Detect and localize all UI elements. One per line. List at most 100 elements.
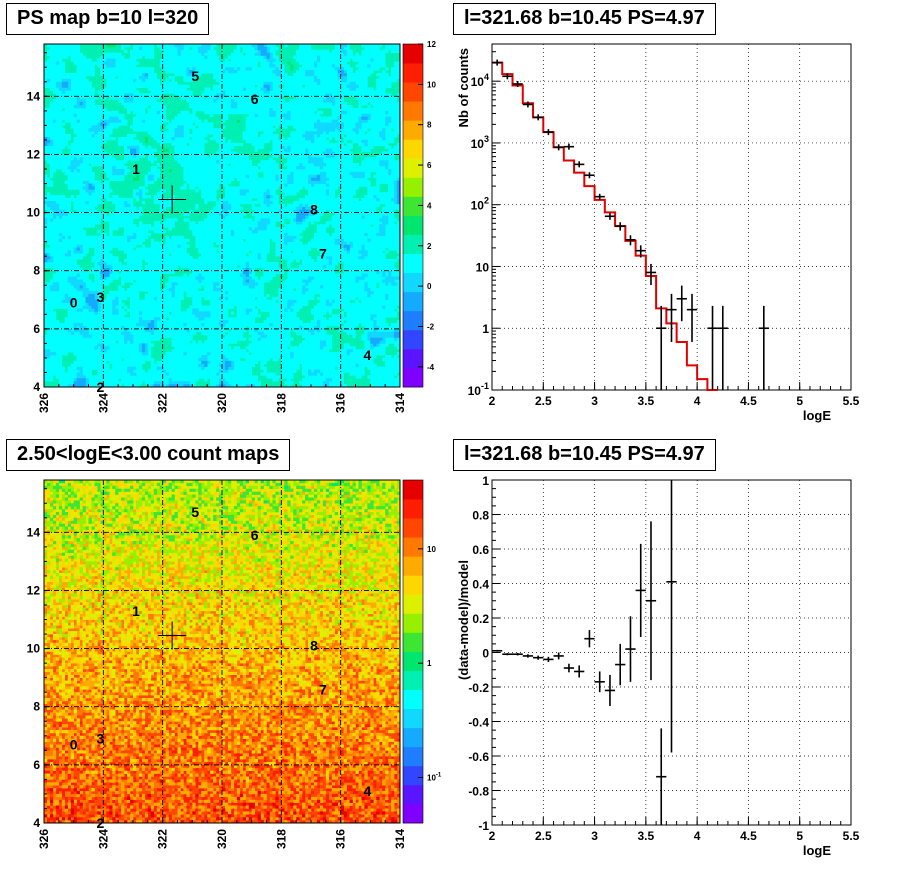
countmap-source-label: 3 bbox=[96, 731, 104, 747]
psmap-title: PS map b=10 l=320 bbox=[6, 3, 210, 35]
countmap-source-label: 0 bbox=[70, 737, 78, 753]
residual-y-tick-label: -0.4 bbox=[468, 716, 489, 730]
psmap-y-tick-label: 4 bbox=[33, 380, 40, 394]
spectrum-x-tick-label: 5.5 bbox=[843, 394, 860, 408]
countmap-x-tick-label: 324 bbox=[96, 829, 110, 849]
countmap-x-tick-label: 320 bbox=[215, 829, 229, 849]
spectrum-x-tick-label: 4 bbox=[694, 394, 701, 408]
spectrum-x-tick-label: 5 bbox=[796, 394, 803, 408]
psmap-x-tick-label: 316 bbox=[334, 393, 348, 413]
psmap-x-tick-label: 318 bbox=[274, 393, 288, 413]
residual-y-tick-label: -0.8 bbox=[468, 785, 489, 799]
residual-x-tick-label: 3 bbox=[591, 829, 598, 843]
psmap-colorbar-tick-label: -4 bbox=[427, 363, 435, 372]
residual-y-tick-label: 0.6 bbox=[472, 543, 489, 557]
residual-x-tick-label: 3.5 bbox=[638, 829, 655, 843]
residual-y-tick-label: 0.2 bbox=[472, 612, 489, 626]
spectrum-x-tick-label: 3 bbox=[591, 394, 598, 408]
countmap-title: 2.50<logE<3.00 count maps bbox=[6, 439, 291, 471]
psmap-colorbar-tick-label: -2 bbox=[427, 322, 435, 331]
countmap-x-tick-label: 318 bbox=[274, 829, 288, 849]
countmap-colorbar-tick-label: 10-1 bbox=[427, 773, 442, 783]
spectrum-y-tick-label: 104 bbox=[471, 72, 489, 89]
countmap-y-tick-label: 8 bbox=[33, 700, 40, 714]
countmap-source-label: 2 bbox=[96, 815, 104, 831]
countmap-source-label: 8 bbox=[310, 638, 318, 654]
psmap-source-label: 5 bbox=[191, 68, 199, 84]
countmap-x-tick-label: 326 bbox=[37, 829, 51, 849]
spectrum-x-tick-label: 2.5 bbox=[535, 394, 552, 408]
countmap-colorbar-tick-label: 1 bbox=[427, 659, 432, 668]
spectrum-x-tick-label: 2 bbox=[489, 394, 496, 408]
countmap-source-label: 1 bbox=[132, 603, 140, 619]
psmap-source-label: 0 bbox=[70, 295, 78, 311]
psmap-source-label: 6 bbox=[251, 91, 259, 107]
psmap-source-label: 3 bbox=[96, 289, 104, 305]
residual-y-tick-label: -1 bbox=[478, 819, 489, 833]
psmap-x-tick-label: 314 bbox=[393, 393, 407, 413]
countmap-colorbar-tick-label: 10 bbox=[427, 545, 436, 554]
psmap-source-label: 2 bbox=[96, 379, 104, 395]
residual-y-tick-label: 0 bbox=[482, 647, 489, 661]
psmap-x-tick-label: 324 bbox=[96, 393, 110, 413]
psmap-colorbar-tick-label: 6 bbox=[427, 161, 432, 170]
countmap-y-tick-label: 12 bbox=[27, 583, 41, 597]
residual-x-tick-label: 5 bbox=[796, 829, 803, 843]
psmap-colorbar-tick-label: 2 bbox=[427, 242, 432, 251]
countmap-source-label: 7 bbox=[319, 681, 327, 697]
spectrum-y-tick-label: 1 bbox=[482, 322, 489, 336]
residual-x-axis-label: logE bbox=[803, 843, 831, 858]
psmap-colorbar-tick-label: 4 bbox=[427, 201, 432, 210]
residual-x-tick-label: 2.5 bbox=[535, 829, 552, 843]
psmap-source-label: 4 bbox=[363, 347, 371, 363]
psmap-colorbar-tick-label: 0 bbox=[427, 282, 432, 291]
residual-x-tick-label: 2 bbox=[489, 829, 496, 843]
countmap-y-tick-label: 14 bbox=[27, 525, 41, 539]
psmap-source-label: 8 bbox=[310, 202, 318, 218]
residual-y-tick-label: -0.2 bbox=[468, 681, 489, 695]
spectrum-y-tick-label: 10-1 bbox=[468, 381, 489, 398]
spectrum-y-tick-label: 10 bbox=[476, 260, 490, 274]
psmap-x-tick-label: 320 bbox=[215, 393, 229, 413]
psmap-y-tick-label: 10 bbox=[27, 206, 41, 220]
residual-title: l=321.68 b=10.45 PS=4.97 bbox=[453, 439, 716, 471]
psmap-colorbar-tick-label: 10 bbox=[427, 80, 436, 89]
psmap-source-label: 7 bbox=[319, 245, 327, 261]
psmap-y-tick-label: 12 bbox=[27, 147, 41, 161]
psmap-colorbar-tick-label: 12 bbox=[427, 40, 436, 49]
residual-y-tick-label: 0.4 bbox=[472, 578, 489, 592]
spectrum-y-tick-label: 102 bbox=[471, 196, 489, 213]
spectrum-y-tick-label: 103 bbox=[471, 134, 489, 151]
residual-x-tick-label: 4 bbox=[694, 829, 701, 843]
spectrum-x-tick-label: 3.5 bbox=[638, 394, 655, 408]
countmap-x-tick-label: 316 bbox=[334, 829, 348, 849]
residual-x-tick-label: 5.5 bbox=[843, 829, 860, 843]
psmap-x-tick-label: 322 bbox=[156, 393, 170, 413]
spectrum-x-axis-label: logE bbox=[803, 408, 831, 423]
countmap-source-label: 5 bbox=[191, 504, 199, 520]
countmap-x-tick-label: 322 bbox=[156, 829, 170, 849]
countmap-source-label: 4 bbox=[363, 783, 371, 799]
countmap-colorbar bbox=[402, 479, 424, 824]
psmap-x-tick-label: 326 bbox=[37, 393, 51, 413]
residual-x-tick-label: 4.5 bbox=[740, 829, 757, 843]
countmap-y-tick-label: 10 bbox=[27, 642, 41, 656]
countmap-y-tick-label: 4 bbox=[33, 816, 40, 830]
countmap-y-tick-label: 6 bbox=[33, 758, 40, 772]
residual-y-tick-label: 1 bbox=[482, 474, 489, 488]
spectrum-title: l=321.68 b=10.45 PS=4.97 bbox=[453, 3, 716, 35]
psmap-colorbar bbox=[402, 43, 424, 388]
residual-y-tick-label: 0.8 bbox=[472, 509, 489, 523]
psmap-colorbar-tick-label: 8 bbox=[427, 121, 432, 130]
spectrum-y-axis-label: Nb of counts bbox=[456, 48, 471, 127]
countmap-source-label: 6 bbox=[251, 527, 259, 543]
spectrum-frame bbox=[491, 43, 852, 391]
residual-y-tick-label: -0.6 bbox=[468, 750, 489, 764]
psmap-y-tick-label: 14 bbox=[27, 89, 41, 103]
psmap-source-label: 1 bbox=[132, 161, 140, 177]
residual-y-axis-label: (data-model)/model bbox=[456, 560, 471, 680]
spectrum-model-line bbox=[492, 61, 718, 391]
psmap-y-tick-label: 6 bbox=[33, 322, 40, 336]
psmap-y-tick-label: 8 bbox=[33, 264, 40, 278]
